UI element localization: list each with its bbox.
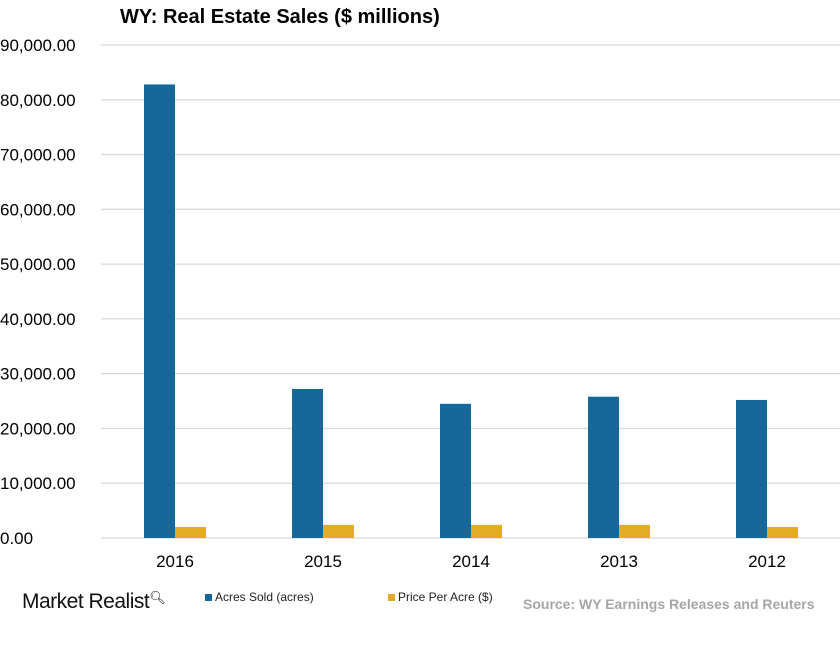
y-tick-label: 0.00	[0, 529, 33, 548]
y-tick-label: 30,000.00	[0, 365, 76, 384]
source-note: Source: WY Earnings Releases and Reuters	[523, 596, 815, 612]
y-tick-label: 50,000.00	[0, 255, 76, 274]
x-tick-label: 2014	[452, 552, 490, 571]
y-tick-label: 10,000.00	[0, 474, 76, 493]
bar-acres-2015	[292, 389, 323, 538]
y-tick-label: 40,000.00	[0, 310, 76, 329]
x-tick-label: 2015	[304, 552, 342, 571]
magnifier-icon: 🔍︎	[149, 590, 166, 605]
legend-swatch	[205, 593, 212, 601]
bar-price-2012	[767, 527, 798, 538]
logo-text: Market Realist	[22, 590, 150, 613]
bar-price-2014	[471, 524, 502, 538]
x-tick-label: 2013	[600, 552, 638, 571]
x-tick-label: 2012	[748, 552, 786, 571]
legend-item-price: Price Per Acre ($)	[388, 590, 493, 604]
y-tick-label: 60,000.00	[0, 200, 76, 219]
legend-label: Price Per Acre ($)	[398, 590, 493, 604]
x-tick-label: 2016	[156, 552, 194, 571]
bar-price-2013	[619, 524, 650, 538]
bar-price-2015	[323, 524, 354, 538]
bar-acres-2012	[736, 399, 767, 538]
y-tick-label: 80,000.00	[0, 91, 76, 110]
bar-acres-2016	[144, 84, 175, 538]
bar-price-2016	[175, 527, 206, 538]
legend-label: Acres Sold (acres)	[215, 590, 314, 604]
bar-acres-2013	[588, 396, 619, 538]
legend-swatch	[388, 593, 395, 601]
y-tick-label: 90,000.00	[0, 36, 76, 55]
chart-title: WY: Real Estate Sales ($ millions)	[120, 6, 440, 28]
y-tick-label: 20,000.00	[0, 419, 76, 438]
bar-acres-2014	[440, 403, 471, 538]
market-realist-logo: Market Realist🔍︎	[22, 590, 166, 614]
legend-item-acres: Acres Sold (acres)	[205, 590, 314, 604]
y-tick-label: 70,000.00	[0, 146, 76, 165]
